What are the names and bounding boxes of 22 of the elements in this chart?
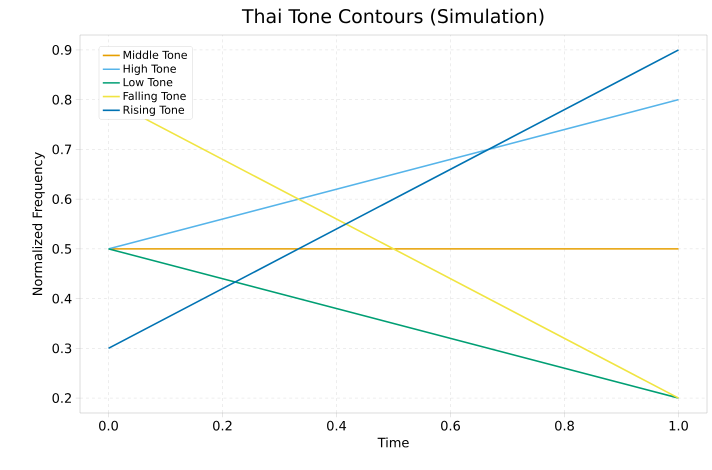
x-tick-label: 0.0	[99, 420, 118, 431]
legend-label: Low Tone	[124, 78, 172, 86]
y-tick-label: 0.3	[52, 343, 72, 354]
y-tick-label: 0.8	[52, 94, 72, 105]
legend-label: Middle Tone	[124, 50, 187, 60]
y-tick-label: 0.5	[52, 244, 72, 254]
y-tick-label: 0.6	[52, 194, 72, 204]
legend-label: High Tone	[124, 64, 176, 75]
legend-label: Rising Tone	[124, 105, 184, 116]
x-tick-label: 0.6	[441, 420, 460, 431]
y-tick-label: 0.7	[52, 144, 72, 154]
x-axis-title: Time	[378, 437, 409, 448]
x-tick-label: 0.8	[555, 420, 574, 431]
y-tick-label: 0.4	[52, 294, 72, 304]
legend-label: Falling Tone	[124, 92, 186, 102]
x-tick-label: 1.0	[670, 420, 688, 431]
y-tick-label: 0.9	[52, 45, 72, 55]
y-tick-label: 0.2	[52, 393, 71, 403]
x-tick-label: 0.4	[327, 420, 346, 431]
x-tick-label: 0.2	[213, 420, 232, 431]
y-axis-title: Normalized Frequency	[32, 152, 45, 295]
chart-title: Thai Tone Contours (Simulation)	[242, 8, 544, 26]
